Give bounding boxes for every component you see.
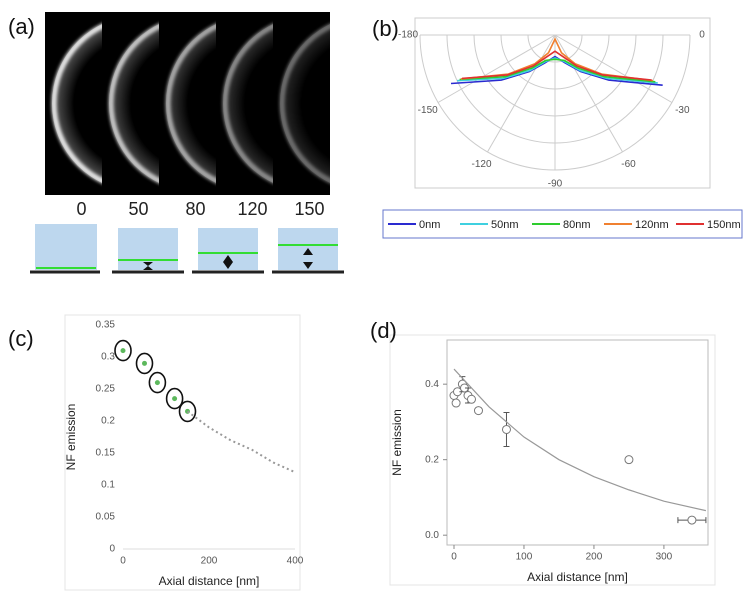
y-tick-label: 0.35 bbox=[96, 320, 116, 331]
crescent bbox=[222, 23, 273, 184]
theta-tick-label: -60 bbox=[621, 159, 636, 170]
legend-label: 150nm bbox=[707, 219, 741, 231]
y-tick-label: 0.4 bbox=[425, 379, 439, 390]
theta-tick-label: -120 bbox=[471, 159, 491, 170]
grid-spoke bbox=[554, 34, 673, 103]
x-tick-label: 0 bbox=[120, 556, 126, 567]
ring bbox=[51, 23, 102, 184]
ring bbox=[279, 23, 330, 184]
chart-frame bbox=[64, 314, 301, 591]
image-label: 50 bbox=[128, 199, 148, 219]
ring bbox=[222, 23, 273, 184]
highlight-ring bbox=[165, 387, 184, 410]
highlight-ring bbox=[178, 400, 197, 423]
ring bbox=[165, 23, 216, 184]
y-tick-label: 0.3 bbox=[101, 352, 115, 363]
legend-label: 50nm bbox=[491, 219, 519, 231]
point bbox=[172, 396, 178, 402]
legend-label: 80nm bbox=[563, 219, 591, 231]
theta-tick-label: -180 bbox=[398, 30, 418, 41]
schematic bbox=[30, 224, 344, 274]
point bbox=[154, 380, 160, 386]
image-label: 80 bbox=[185, 199, 205, 219]
x-tick-label: 200 bbox=[586, 552, 603, 563]
point bbox=[451, 398, 461, 408]
image-label: 0 bbox=[76, 199, 86, 219]
crescent bbox=[165, 23, 216, 184]
highlight-ring bbox=[135, 352, 154, 375]
point bbox=[466, 394, 476, 404]
theta-tick-label: -150 bbox=[418, 105, 438, 116]
y-tick-label: 0.1 bbox=[101, 480, 115, 491]
crescent bbox=[108, 23, 159, 184]
y-tick-label: 0.15 bbox=[96, 448, 116, 459]
grid-spoke bbox=[487, 34, 556, 153]
y-axis-label: NF emission bbox=[390, 409, 404, 476]
point bbox=[624, 455, 634, 465]
panel-label: (d) bbox=[370, 318, 397, 343]
x-tick-label: 400 bbox=[287, 556, 304, 567]
legend-label: 120nm bbox=[635, 219, 669, 231]
crescent bbox=[279, 23, 330, 184]
y-tick-label: 0.2 bbox=[101, 416, 115, 427]
y-tick-label: 0 bbox=[109, 544, 115, 555]
point bbox=[142, 360, 147, 366]
theta-tick-label: -90 bbox=[548, 179, 563, 190]
image-label: 150 bbox=[294, 199, 324, 219]
x-axis-label: Axial distance [nm] bbox=[527, 570, 628, 584]
x-tick-label: 100 bbox=[516, 552, 533, 563]
polar-line bbox=[450, 55, 663, 87]
fit-line bbox=[453, 368, 707, 512]
grid-spoke bbox=[554, 34, 623, 153]
panel-label: (c) bbox=[8, 326, 34, 351]
polar-line bbox=[460, 37, 653, 82]
point bbox=[687, 515, 697, 525]
panel-label: (b) bbox=[372, 16, 399, 41]
highlight-ring bbox=[114, 339, 132, 362]
ring bbox=[108, 23, 159, 184]
point bbox=[120, 348, 126, 354]
x-tick-label: 200 bbox=[201, 556, 218, 567]
panel-label: (a) bbox=[8, 14, 35, 39]
highlight-ring bbox=[148, 371, 167, 394]
point bbox=[473, 406, 483, 416]
plot-box bbox=[446, 339, 709, 546]
x-tick-label: 0 bbox=[451, 552, 457, 563]
y-axis-label: NF emission bbox=[64, 404, 78, 471]
image-label: 120 bbox=[237, 199, 267, 219]
polar-line bbox=[459, 58, 656, 83]
theta-tick-label: -30 bbox=[675, 105, 690, 116]
y-tick-label: 0.2 bbox=[425, 454, 439, 465]
theta-tick-label: 0 bbox=[699, 30, 705, 41]
polar-line bbox=[457, 57, 658, 84]
grid-spoke bbox=[437, 34, 556, 103]
x-tick-label: 300 bbox=[656, 552, 673, 563]
point bbox=[501, 424, 511, 434]
fit-line bbox=[186, 410, 296, 474]
chart-frame bbox=[389, 334, 716, 586]
polar-line bbox=[461, 50, 652, 81]
legend-label: 0nm bbox=[419, 219, 440, 231]
polar-frame bbox=[414, 17, 711, 189]
y-tick-label: 0.25 bbox=[96, 384, 116, 395]
y-tick-label: 0.0 bbox=[425, 530, 439, 541]
crescent bbox=[51, 23, 102, 184]
x-axis-label: Axial distance [nm] bbox=[159, 574, 260, 588]
y-tick-label: 0.05 bbox=[96, 512, 116, 523]
